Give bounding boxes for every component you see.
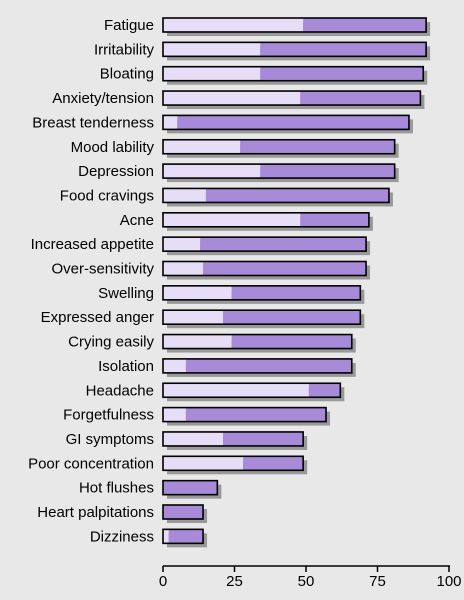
- bar-segment-2: [223, 310, 361, 325]
- bar-segment-1: [163, 66, 261, 81]
- bar-outline: [162, 382, 342, 399]
- category-label: Swelling: [98, 285, 154, 302]
- bar-segment-1: [163, 285, 232, 300]
- bar-segment-2: [231, 334, 352, 349]
- bar-segment-1: [163, 91, 301, 106]
- bar-outline: [162, 41, 427, 58]
- bar-segment-2: [203, 261, 367, 276]
- category-label: Acne: [120, 212, 154, 229]
- bar-outline: [162, 17, 427, 33]
- category-label: Irritability: [94, 41, 155, 58]
- x-tick-label: 25: [226, 573, 243, 590]
- category-label: Dizziness: [90, 528, 154, 545]
- bar-segment-2: [185, 358, 352, 373]
- bar-outline: [162, 455, 304, 472]
- x-tick-label: 0: [159, 573, 167, 590]
- bar-segment-2: [240, 139, 395, 154]
- category-labels-group: Fatigue Irritability Bloating Anxiety/tensi…: [28, 17, 154, 545]
- bar-segment-2: [163, 505, 204, 519]
- bar-outline: [162, 65, 425, 82]
- bar-segment-1: [163, 115, 178, 130]
- category-label: Headache: [86, 382, 154, 399]
- category-label: Forgetfulness: [63, 407, 154, 424]
- category-label: Crying easily: [68, 334, 154, 351]
- bar-segment-2: [300, 91, 421, 106]
- bar-segment-2: [260, 42, 427, 57]
- bar-segment-1: [163, 529, 169, 544]
- bar-segment-1: [163, 18, 304, 32]
- bar-outline: [162, 528, 204, 545]
- bar-outline: [162, 138, 396, 155]
- category-label: Bloating: [100, 66, 154, 83]
- bar-segment-2: [163, 480, 218, 495]
- bar-outline: [162, 236, 367, 252]
- bar-segment-1: [163, 164, 261, 179]
- bar-segment-1: [163, 42, 261, 57]
- bar-outline: [162, 479, 219, 496]
- bar-segment-1: [163, 431, 224, 446]
- bar-segment-1: [163, 212, 301, 227]
- bar-outline: [162, 333, 353, 350]
- category-label: Breast tenderness: [32, 114, 154, 131]
- category-label: Isolation: [98, 358, 154, 375]
- bar-segment-2: [177, 115, 409, 130]
- x-axis: 0 25 50 75 100: [159, 565, 462, 590]
- category-label: Anxiety/tension: [52, 90, 154, 107]
- bar-segment-1: [163, 383, 309, 398]
- x-tick-label: 50: [298, 573, 315, 590]
- bar-outline: [162, 163, 396, 179]
- bar-segment-2: [231, 285, 361, 300]
- bar-segment-2: [243, 456, 304, 471]
- bar-outline: [162, 406, 327, 423]
- category-label: Mood lability: [71, 139, 155, 156]
- bar-segment-1: [163, 261, 204, 276]
- bar-segment-1: [163, 456, 244, 471]
- bar-outline: [162, 285, 362, 301]
- bar-outline: [162, 431, 304, 447]
- bar-segment-2: [185, 407, 327, 422]
- bar-segment-1: [163, 407, 186, 422]
- category-label: Fatigue: [104, 17, 154, 34]
- category-label: GI symptoms: [66, 431, 154, 448]
- category-label: Food cravings: [60, 187, 154, 204]
- category-label: Hot flushes: [79, 480, 154, 497]
- bar-segment-2: [260, 164, 395, 179]
- bar-outline: [162, 358, 353, 374]
- bar-segment-2: [223, 431, 304, 446]
- bar-segment-2: [205, 188, 389, 203]
- bar-segment-1: [163, 139, 241, 154]
- bar-segment-1: [163, 334, 232, 349]
- bar-segment-1: [163, 188, 206, 203]
- bar-segment-2: [168, 529, 204, 544]
- bar-segment-1: [163, 237, 201, 252]
- bar-segment-2: [303, 18, 427, 32]
- bar-segment-2: [300, 212, 369, 227]
- category-label: Over-sensitivity: [51, 261, 154, 278]
- x-tick-label: 75: [369, 573, 386, 590]
- category-label: Expressed anger: [41, 309, 154, 326]
- category-label: Poor concentration: [28, 455, 154, 472]
- bars-group: [162, 17, 431, 548]
- bar-outline: [162, 504, 204, 520]
- bar-outline: [162, 187, 390, 204]
- category-label: Depression: [78, 163, 154, 180]
- category-label: Heart palpitations: [37, 504, 154, 521]
- bar-outline: [162, 260, 367, 277]
- bar-segment-2: [200, 237, 367, 252]
- bar-outline: [162, 212, 370, 228]
- x-tick-label: 100: [436, 573, 461, 590]
- bar-segment-2: [260, 66, 424, 81]
- bar-outline: [162, 114, 410, 131]
- bar-outline: [162, 90, 422, 106]
- bar-segment-1: [163, 310, 224, 325]
- category-label: Increased appetite: [31, 236, 154, 253]
- bar-segment-2: [308, 383, 341, 398]
- bar-segment-1: [163, 358, 186, 373]
- bar-outline: [162, 309, 362, 326]
